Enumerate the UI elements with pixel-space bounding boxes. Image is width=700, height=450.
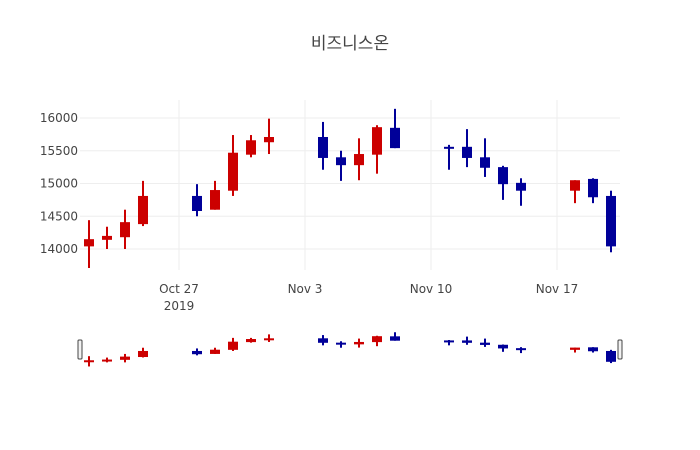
candle-body xyxy=(498,167,508,185)
candle[interactable] xyxy=(498,165,508,200)
candle[interactable] xyxy=(516,178,526,206)
candle-body xyxy=(84,239,94,247)
candle-body xyxy=(354,154,364,166)
candle-body xyxy=(462,146,472,158)
candle[interactable] xyxy=(444,144,454,170)
candle[interactable] xyxy=(480,138,490,177)
x-tick-label: Nov 3 xyxy=(288,282,323,296)
candle[interactable] xyxy=(336,150,346,181)
y-tick-label: 15000 xyxy=(40,177,78,191)
candle-body xyxy=(336,157,346,166)
range-slider-handle-left[interactable] xyxy=(77,339,83,360)
candles-main[interactable] xyxy=(84,108,616,268)
candle-body xyxy=(516,182,526,191)
grid-lines xyxy=(80,100,620,270)
y-tick-label: 14000 xyxy=(40,242,78,256)
candle[interactable] xyxy=(264,118,274,155)
range-slider[interactable] xyxy=(77,332,623,367)
candle-body xyxy=(210,190,220,210)
candle-body xyxy=(570,180,580,191)
candle[interactable] xyxy=(390,108,400,149)
candle[interactable] xyxy=(102,226,112,249)
x-axis: Oct 27 2019 Nov 3 Nov 10 Nov 17 xyxy=(159,282,578,313)
range-slider-handle-right[interactable] xyxy=(617,339,623,360)
candle-body xyxy=(444,146,454,149)
candle[interactable] xyxy=(84,220,94,268)
candle-body xyxy=(372,127,382,155)
candle-body xyxy=(390,127,400,149)
candle[interactable] xyxy=(318,121,328,170)
candle-body xyxy=(192,195,202,212)
candle-body xyxy=(138,195,148,225)
x-tick-label: Nov 10 xyxy=(410,282,453,296)
candle[interactable] xyxy=(138,180,148,227)
chart-title: 비즈니스온 xyxy=(311,34,389,54)
candle-body xyxy=(588,178,598,198)
candle[interactable] xyxy=(246,135,256,158)
x-tick-year-label: 2019 xyxy=(164,299,195,313)
candle-body xyxy=(606,195,616,247)
candle[interactable] xyxy=(228,135,238,196)
y-tick-label: 16000 xyxy=(40,111,78,125)
candle-body xyxy=(264,136,274,143)
candle[interactable] xyxy=(372,125,382,174)
candle[interactable] xyxy=(606,190,616,253)
candle[interactable] xyxy=(588,178,598,204)
candle[interactable] xyxy=(354,138,364,181)
x-tick-label: Nov 17 xyxy=(536,282,579,296)
candle[interactable] xyxy=(120,209,130,249)
candle-body xyxy=(480,157,490,168)
candle[interactable] xyxy=(462,129,472,168)
candle-body xyxy=(228,152,238,191)
y-tick-label: 14500 xyxy=(40,209,78,223)
candle[interactable] xyxy=(570,180,580,204)
candle[interactable] xyxy=(210,180,220,210)
x-tick-label: Oct 27 xyxy=(159,282,199,296)
candle[interactable] xyxy=(192,184,202,217)
range-slider-candles xyxy=(84,332,616,367)
y-tick-label: 15500 xyxy=(40,144,78,158)
candle-body xyxy=(102,235,112,240)
candle-body xyxy=(318,136,328,158)
candle-body xyxy=(120,222,130,238)
y-axis: 14000 14500 15000 15500 16000 xyxy=(40,111,78,256)
candle-body xyxy=(246,140,256,155)
